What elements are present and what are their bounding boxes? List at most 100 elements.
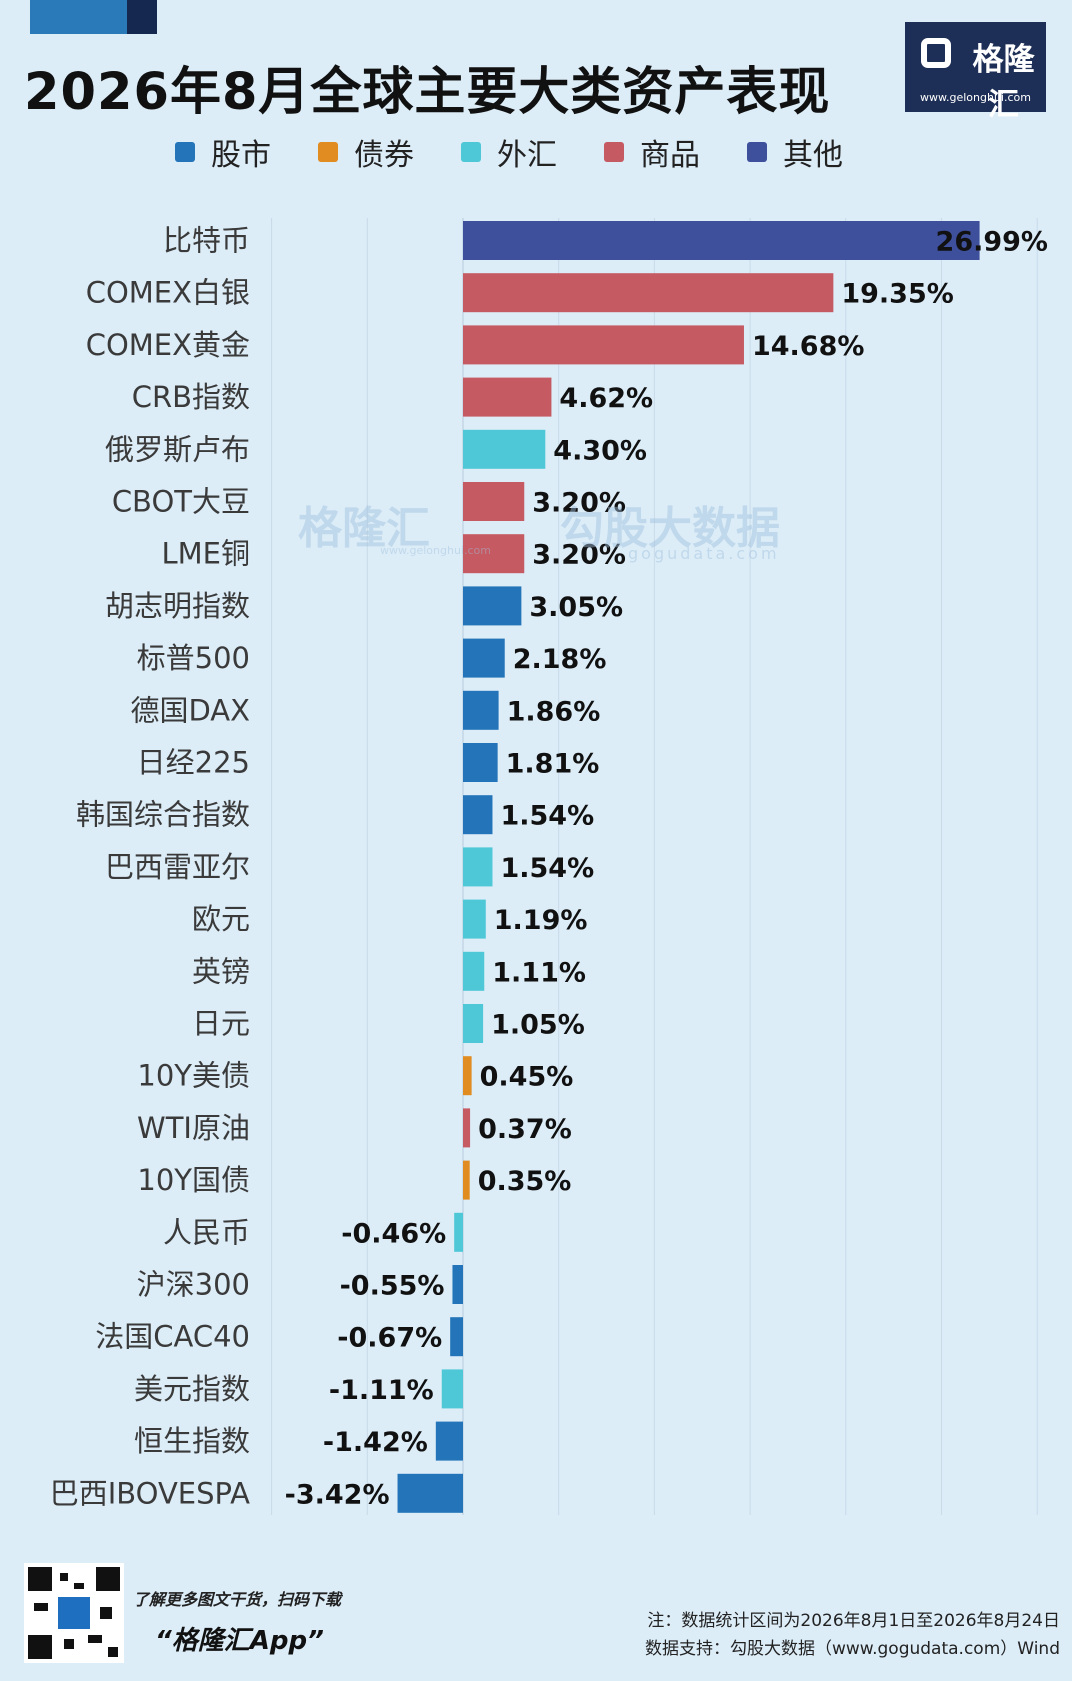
legend-item: 其他 <box>747 130 843 174</box>
category-label: 法国CAC40 <box>95 1320 250 1354</box>
category-label: COMEX白银 <box>86 276 250 310</box>
value-label: 0.37% <box>478 1114 572 1145</box>
bar <box>463 482 525 521</box>
bar <box>452 1265 463 1304</box>
category-label: 巴西雷亚尔 <box>105 850 250 884</box>
value-label: -1.42% <box>323 1427 428 1458</box>
bar <box>463 690 499 730</box>
value-label: 0.35% <box>478 1166 572 1197</box>
legend-item: 债券 <box>318 130 414 174</box>
bar <box>397 1473 463 1513</box>
value-label: 2.18% <box>513 644 607 675</box>
value-label: 3.05% <box>529 592 623 623</box>
value-label: 4.30% <box>553 435 647 466</box>
value-label: 4.62% <box>559 383 653 414</box>
value-label: 14.68% <box>752 331 864 362</box>
bar <box>463 743 498 782</box>
value-label: -0.55% <box>340 1271 445 1302</box>
category-label: COMEX黄金 <box>86 328 250 362</box>
bar <box>463 1160 470 1200</box>
category-label: LME铜 <box>161 537 250 571</box>
bar <box>463 325 744 365</box>
legend-label: 债券 <box>354 138 414 173</box>
value-label: 1.19% <box>494 905 588 936</box>
bar <box>463 847 493 887</box>
bar <box>463 1056 472 1096</box>
legend-swatch <box>461 142 481 162</box>
category-label: 日元 <box>192 1007 250 1041</box>
bar <box>463 899 486 939</box>
category-label: 日经225 <box>137 746 250 780</box>
bar <box>463 795 493 835</box>
category-label: 人民币 <box>163 1215 250 1249</box>
category-label: 沪深300 <box>137 1268 250 1302</box>
category-label: 欧元 <box>192 902 250 936</box>
category-label: 胡志明指数 <box>105 589 250 623</box>
value-label: -1.11% <box>329 1375 434 1406</box>
legend-label: 外汇 <box>497 138 557 173</box>
value-label: -0.46% <box>341 1218 446 1249</box>
value-label: -3.42% <box>285 1479 390 1510</box>
bar <box>463 377 552 417</box>
category-label: 巴西IBOVESPA <box>50 1476 250 1510</box>
value-label: 1.11% <box>492 957 586 988</box>
value-label: 1.81% <box>506 749 600 780</box>
value-label: 1.86% <box>507 696 601 727</box>
footnote: 注：数据统计区间为2026年8月1日至2026年8月24日 <box>647 1611 1060 1631</box>
value-label: 26.99% <box>936 227 1048 258</box>
category-label: 德国DAX <box>130 693 250 727</box>
legend-item: 商品 <box>604 130 700 174</box>
bar <box>450 1317 463 1357</box>
bar <box>463 586 522 626</box>
value-label: 1.54% <box>500 853 594 884</box>
brand-logo: 格隆汇 www.gelonghui.com <box>905 22 1046 123</box>
bar <box>463 273 834 313</box>
legend-label: 其他 <box>783 138 843 173</box>
category-label: 英镑 <box>192 954 250 988</box>
bar <box>463 221 980 260</box>
value-label: 0.45% <box>480 1062 574 1093</box>
bar <box>463 951 485 991</box>
category-label: 标普500 <box>137 641 250 675</box>
bar <box>435 1421 463 1461</box>
value-label: 3.20% <box>532 540 626 571</box>
bar <box>454 1212 463 1252</box>
legend-swatch <box>175 142 195 162</box>
legend-swatch <box>747 142 767 162</box>
value-label: 1.54% <box>500 801 594 832</box>
bar <box>463 534 525 574</box>
chart-legend: 股市 债券 外汇 商品 其他 <box>175 130 890 174</box>
brand-url: www.gelonghui.com <box>920 91 1031 104</box>
category-label: 比特币 <box>163 224 250 258</box>
bar <box>463 1004 484 1043</box>
legend-label: 商品 <box>640 138 700 173</box>
category-label: 俄罗斯卢布 <box>105 432 250 466</box>
bar <box>463 638 505 678</box>
promo-text: 了解更多图文干货，扫码下载 <box>133 1590 342 1609</box>
app-name: “格隆汇App” <box>155 1626 324 1656</box>
value-label: 1.05% <box>491 1010 585 1041</box>
brand-g-icon <box>921 38 951 68</box>
bar <box>441 1369 463 1409</box>
category-label: 10Y国债 <box>137 1163 250 1197</box>
category-label: WTI原油 <box>137 1111 250 1145</box>
bar <box>463 1108 471 1148</box>
category-label: 韩国综合指数 <box>76 798 250 832</box>
data-source: 数据支持：勾股大数据（www.gogudata.com）Wind <box>644 1639 1060 1659</box>
legend-item: 股市 <box>175 130 271 174</box>
value-label: 3.20% <box>532 488 626 519</box>
page-title: 2026年8月全球主要大类资产表现 <box>24 63 831 122</box>
legend-label: 股市 <box>211 138 271 173</box>
brand-name: 格隆汇 <box>972 42 1035 123</box>
legend-swatch <box>604 142 624 162</box>
category-label: CBOT大豆 <box>112 485 250 519</box>
category-label: 恒生指数 <box>134 1424 250 1458</box>
top-accent-bar <box>30 0 157 34</box>
legend-swatch <box>318 142 338 162</box>
legend-item: 外汇 <box>461 130 557 174</box>
value-label: -0.67% <box>337 1323 442 1354</box>
category-label: 美元指数 <box>134 1372 250 1406</box>
category-label: 10Y美债 <box>137 1059 250 1093</box>
value-label: 19.35% <box>841 279 953 310</box>
